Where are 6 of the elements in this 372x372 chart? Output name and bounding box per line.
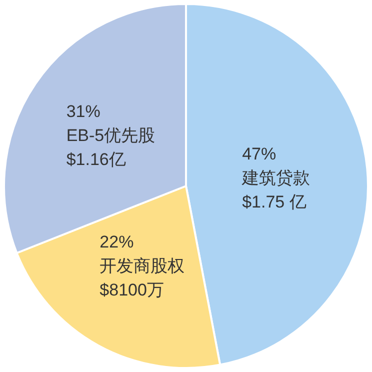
data-label: 47%: [242, 144, 276, 164]
data-label: 22%: [100, 232, 134, 252]
slice-label: 开发商股权 $8100万: [100, 256, 185, 300]
data-label: 31%: [66, 102, 100, 121]
slice-label: 建筑贷款 $1.75 亿: [241, 168, 310, 212]
slice-label: EB-5优先股 $1.16亿: [66, 126, 156, 169]
